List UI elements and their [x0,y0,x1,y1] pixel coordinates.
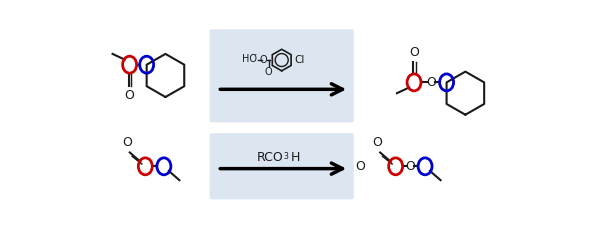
Text: O: O [125,89,134,102]
Text: O: O [265,67,272,77]
Text: HO: HO [242,54,257,64]
Text: O: O [409,46,419,59]
FancyBboxPatch shape [210,133,354,199]
Text: O: O [406,160,415,173]
Text: ·: · [253,50,257,61]
FancyBboxPatch shape [210,29,354,122]
Text: O: O [426,76,436,89]
Text: RCO: RCO [256,151,283,164]
Text: H: H [291,151,300,164]
Text: O: O [355,160,365,173]
Text: O: O [259,55,267,65]
Text: O: O [372,136,382,149]
Text: $_3$: $_3$ [283,151,289,163]
Text: O: O [122,136,131,149]
Text: Cl: Cl [294,55,304,65]
